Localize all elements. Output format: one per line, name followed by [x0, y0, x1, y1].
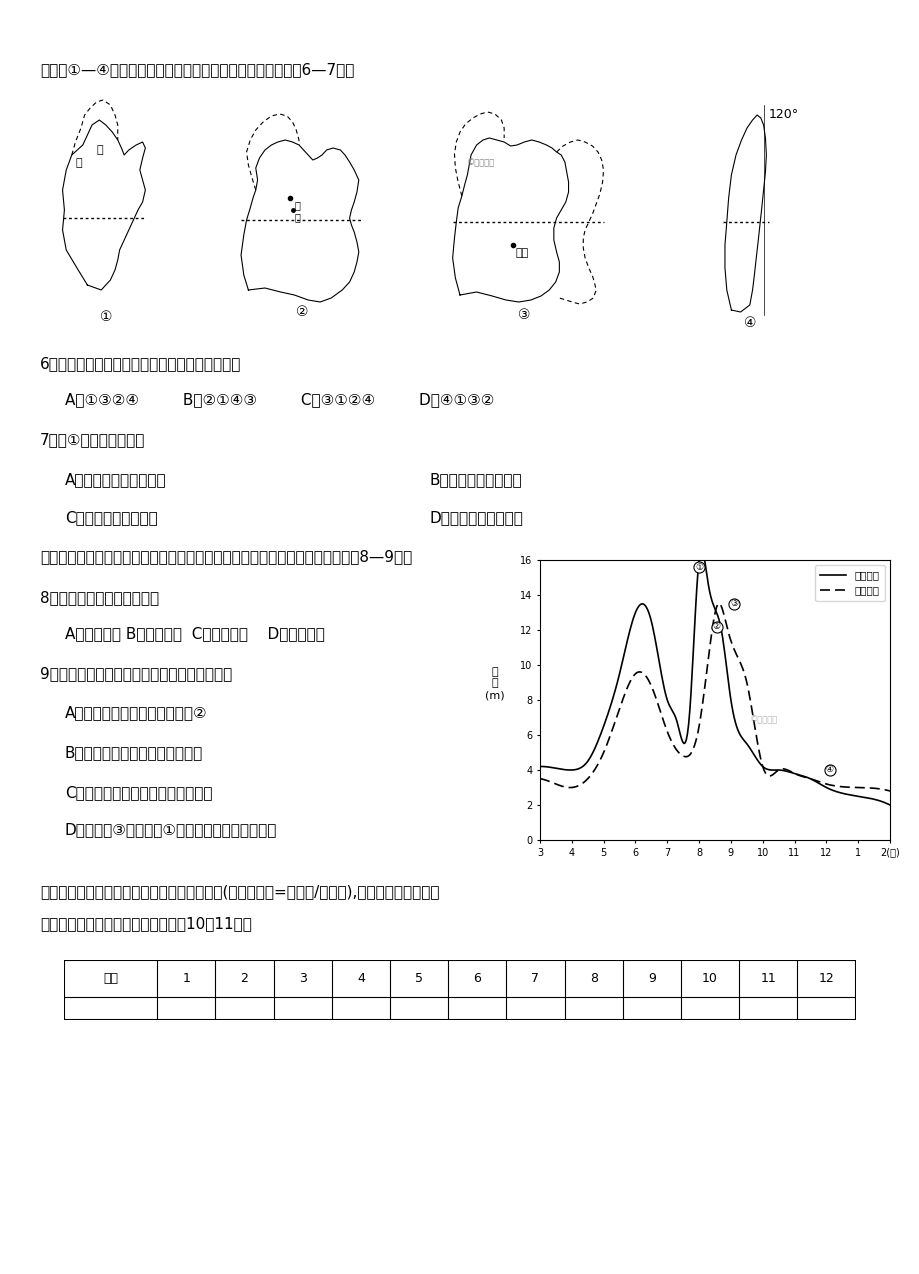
Text: A．湖泊储水量最小的时间点是②: A．湖泊储水量最小的时间点是② [65, 705, 208, 720]
Text: ④: ④ [743, 316, 755, 330]
Text: 7、与①省接壤的邻国有: 7、与①省接壤的邻国有 [40, 432, 145, 447]
Text: 9、关于该区域河、湖水文特征，叙述正确的是: 9、关于该区域河、湖水文特征，叙述正确的是 [40, 666, 232, 682]
Text: D．越南、老挝、缅甸: D．越南、老挝、缅甸 [429, 510, 523, 525]
Text: ②: ② [711, 622, 720, 631]
Line: 河流水位: 河流水位 [539, 550, 889, 805]
Text: C．越南、缅甸、印度: C．越南、缅甸、印度 [65, 510, 157, 525]
Text: 读我国某区域河、湖水位变化示意图（该区域内湖泊与河流有互补关系），回答8—9题。: 读我国某区域河、湖水位变化示意图（该区域内湖泊与河流有互补关系），回答8—9题。 [40, 549, 412, 564]
Text: 江: 江 [96, 145, 103, 155]
Text: 6: 6 [473, 972, 481, 985]
Text: 各月水量盈余率统计表。据此完成第10～11题。: 各月水量盈余率统计表。据此完成第10～11题。 [40, 916, 252, 931]
湖泊水位 [713, 596, 724, 612]
Text: 2: 2 [240, 972, 248, 985]
Text: ④: ④ [824, 766, 833, 775]
湖泊水位 [883, 784, 894, 799]
Text: ①: ① [694, 563, 702, 572]
Text: 9: 9 [647, 972, 655, 985]
Text: 金: 金 [75, 158, 82, 168]
Text: A．①③②④         B．②①④③         C．③①②④         D．④①③②: A．①③②④ B．②①④③ C．③①②④ D．④①③② [65, 392, 494, 406]
湖泊水位 [742, 682, 753, 697]
河流水位 [535, 759, 546, 775]
Text: 6、北回归线从西向东依次穿过的省级行政单位是: 6、北回归线从西向东依次穿过的省级行政单位是 [40, 355, 241, 371]
河流水位 [696, 543, 707, 558]
Text: ①: ① [99, 310, 112, 324]
Text: 南宁: 南宁 [515, 248, 528, 259]
湖泊水位 [852, 780, 863, 795]
河流水位 [749, 749, 760, 764]
Text: 澳: 澳 [294, 200, 300, 210]
Text: ©正确教育: ©正确教育 [467, 158, 495, 167]
Text: 1: 1 [182, 972, 190, 985]
Text: ③: ③ [730, 599, 737, 608]
河流水位 [742, 738, 753, 753]
湖泊水位 [830, 778, 841, 794]
Text: 3: 3 [299, 972, 306, 985]
Text: ③: ③ [517, 308, 530, 322]
Text: ②: ② [295, 304, 308, 318]
Text: 5: 5 [414, 972, 423, 985]
湖泊水位 [535, 771, 546, 786]
Text: D．时间点③比时间点①河、湖之间水体补给更快: D．时间点③比时间点①河、湖之间水体补给更快 [65, 822, 277, 837]
Text: A．华北地区 B．东北地区  C．江淮地区    D．西北地区: A．华北地区 B．东北地区 C．江淮地区 D．西北地区 [65, 626, 324, 641]
Text: 11: 11 [760, 972, 776, 985]
Line: 湖泊水位: 湖泊水位 [539, 604, 889, 791]
Text: 120°: 120° [767, 108, 798, 121]
湖泊水位 [534, 771, 545, 786]
Text: C．一年中大部分时间湖水补给河水: C．一年中大部分时间湖水补给河水 [65, 785, 212, 800]
Text: A．越南、缅甸、尼泊尔: A．越南、缅甸、尼泊尔 [65, 471, 166, 487]
Y-axis label: 水
位
(m): 水 位 (m) [484, 666, 505, 699]
Text: 下图中①—④是北回归线穿过的省级行政单位略图。读图回答6—7题。: 下图中①—④是北回归线穿过的省级行政单位略图。读图回答6—7题。 [40, 62, 354, 76]
Text: 港: 港 [294, 211, 300, 222]
Legend: 河流水位, 湖泊水位: 河流水位, 湖泊水位 [814, 566, 884, 601]
河流水位 [534, 759, 545, 775]
河流水位 [883, 798, 894, 813]
Text: 月份: 月份 [103, 972, 119, 985]
Text: 8、该区域最可能位于我国的: 8、该区域最可能位于我国的 [40, 590, 159, 605]
Text: 4: 4 [357, 972, 365, 985]
Text: 12: 12 [818, 972, 834, 985]
Text: ©正确教育: ©正确教育 [749, 716, 777, 725]
Text: B．湖泊水位与河流水位同步变化: B．湖泊水位与河流水位同步变化 [65, 745, 203, 761]
河流水位 [743, 740, 754, 755]
Text: 水量盈余率是衡量水库蓄水量变化的重要指标(水量盈余率=流入量/流出量),下表为南半球某水库: 水量盈余率是衡量水库蓄水量变化的重要指标(水量盈余率=流入量/流出量),下表为南… [40, 884, 439, 899]
河流水位 [830, 784, 841, 799]
Text: 8: 8 [589, 972, 597, 985]
Text: 7: 7 [531, 972, 539, 985]
Text: 10: 10 [701, 972, 717, 985]
湖泊水位 [749, 722, 760, 738]
湖泊水位 [743, 688, 754, 703]
河流水位 [852, 789, 863, 804]
Text: B．老挝、泰国、缅甸: B．老挝、泰国、缅甸 [429, 471, 522, 487]
